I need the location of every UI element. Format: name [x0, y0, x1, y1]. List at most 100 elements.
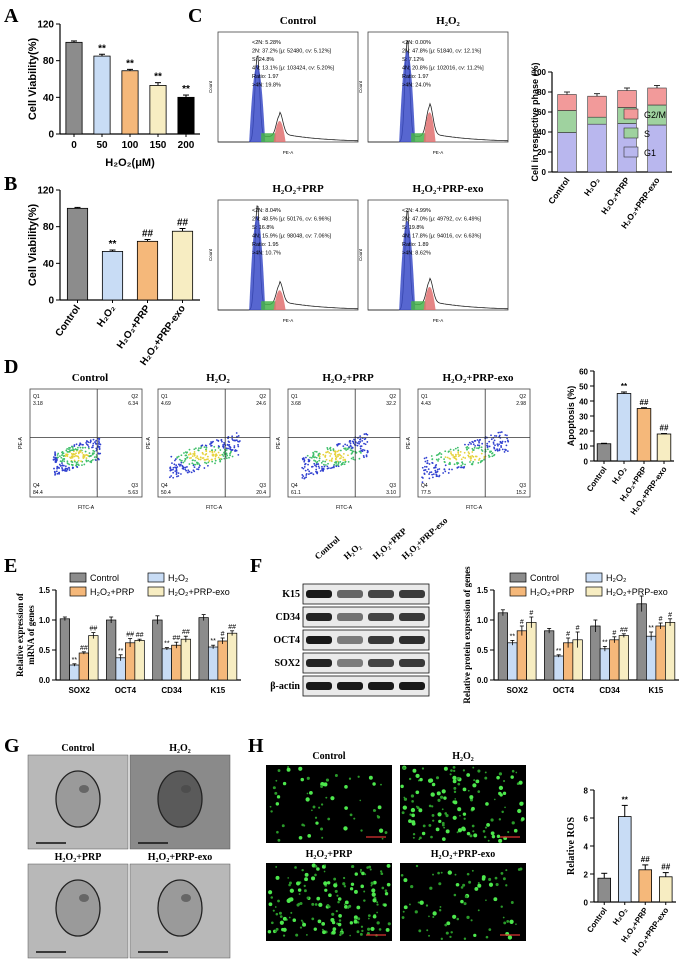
flow-dot: [463, 451, 466, 454]
flow-dot: [68, 463, 71, 466]
cell-cycle-stat: >4N: 24.0%: [402, 83, 431, 89]
ros-cell: [384, 892, 389, 896]
significance-mark-H: ##: [661, 863, 670, 872]
flow-y-label: PE-A: [146, 437, 152, 449]
flow-dot: [174, 458, 177, 460]
flow-dot: [343, 447, 346, 450]
ros-cell: [289, 888, 294, 893]
ros-cell: [359, 932, 363, 936]
flow-dot: [305, 476, 308, 479]
ros-cell: [370, 881, 374, 885]
flow-dot: [175, 473, 178, 476]
x-tick-label-E: SOX2: [68, 686, 90, 695]
quadrant-value: 15.2: [516, 490, 526, 496]
ros-cell: [287, 877, 290, 879]
flow-dot: [91, 446, 93, 449]
flow-plot-frame: [157, 388, 271, 498]
ros-cell: [444, 812, 448, 815]
flow-dot: [95, 439, 98, 442]
ros-cell: [274, 791, 278, 795]
flow-dot: [178, 458, 181, 461]
y-tick-label-C: 0: [542, 168, 547, 177]
ros-cell: [343, 903, 346, 906]
blot-row-label: β-actin: [270, 681, 300, 692]
ros-cell: [400, 874, 404, 877]
bar-F: [609, 639, 620, 681]
flow-dot: [307, 463, 309, 466]
flow-dot: [97, 458, 100, 461]
ros-cell: [384, 889, 388, 892]
flow-dot: [356, 442, 359, 445]
ros-cell: [418, 808, 423, 813]
flow-dot: [181, 464, 184, 467]
ros-cell: [294, 866, 297, 869]
significance-mark-D: ##: [640, 398, 649, 407]
ros-cell: [359, 870, 362, 873]
quadrant-value: 61.1: [291, 490, 301, 496]
flow-dot: [61, 462, 63, 464]
flow-dot: [301, 458, 304, 461]
bar-D: [636, 408, 652, 462]
cell-cycle-stat: Ratio: 1.97: [402, 74, 429, 80]
ros-cell: [502, 877, 506, 881]
flow-dot: [92, 438, 95, 441]
ros-cell: [363, 890, 366, 893]
ros-cell: [298, 766, 303, 771]
quadrant-value: 77.5: [421, 490, 431, 496]
flow-dot: [180, 473, 182, 475]
ros-cell: [353, 919, 358, 924]
flow-dot: [444, 450, 447, 453]
flow-dot: [189, 452, 192, 455]
ros-cell: [321, 922, 326, 926]
flow-dot: [424, 460, 427, 463]
ros-cell: [327, 817, 331, 821]
ros-cell: [452, 914, 457, 919]
bar-E: [227, 632, 238, 681]
flow-dot: [217, 446, 220, 449]
quadrant-value: 4.43: [421, 401, 431, 407]
ros-cell: [370, 884, 373, 887]
ros-cell: [469, 834, 473, 838]
flow-dot: [66, 462, 69, 464]
flow-dot: [95, 447, 98, 450]
legend-swatch-C: [623, 108, 639, 120]
flow-dot: [221, 440, 223, 443]
ros-cell: [272, 909, 275, 912]
histogram-title: H₂O₂+PRP: [272, 183, 324, 195]
flow-dot: [440, 456, 443, 459]
cell-cycle-stat: 2N: 47.0% [μ: 49792, cv: 6.49%]: [402, 217, 481, 223]
ros-cell: [443, 766, 448, 771]
ros-cell: [401, 916, 405, 919]
ros-cell: [343, 826, 348, 831]
ros-title: H₂O₂+PRP: [306, 849, 353, 860]
quadrant-value: 20.4: [256, 490, 266, 496]
flow-dot: [175, 464, 178, 467]
ros-cell: [338, 914, 342, 918]
panel-label-e: E: [4, 555, 17, 577]
x-tick-label-F: CD34: [599, 686, 620, 695]
ros-cell: [474, 887, 479, 891]
flow-dot: [73, 455, 76, 458]
ros-cell: [307, 834, 312, 838]
ros-cell: [453, 800, 458, 805]
flow-dot: [480, 449, 483, 451]
ros-cell: [471, 824, 475, 828]
flow-dot: [360, 449, 363, 452]
bar-E: [134, 640, 145, 681]
ros-cell: [507, 830, 510, 834]
flow-dot: [235, 432, 238, 434]
y-axis-label-B: Cell Viability(%): [27, 204, 39, 287]
flow-dot: [366, 441, 369, 443]
flow-dot: [170, 455, 173, 458]
flow-plot-title: H₂O₂: [206, 372, 230, 384]
ros-cell: [443, 796, 447, 800]
bar-A: [65, 41, 83, 135]
panel-label-g: G: [4, 735, 20, 757]
ros-cell: [279, 920, 284, 925]
ros-cell: [414, 910, 418, 914]
flow-dot: [227, 444, 230, 447]
flow-dot: [219, 449, 222, 451]
ros-cell: [348, 777, 352, 780]
flow-dot: [355, 451, 358, 454]
y-axis-label-A: Cell Viability(%): [27, 38, 39, 121]
